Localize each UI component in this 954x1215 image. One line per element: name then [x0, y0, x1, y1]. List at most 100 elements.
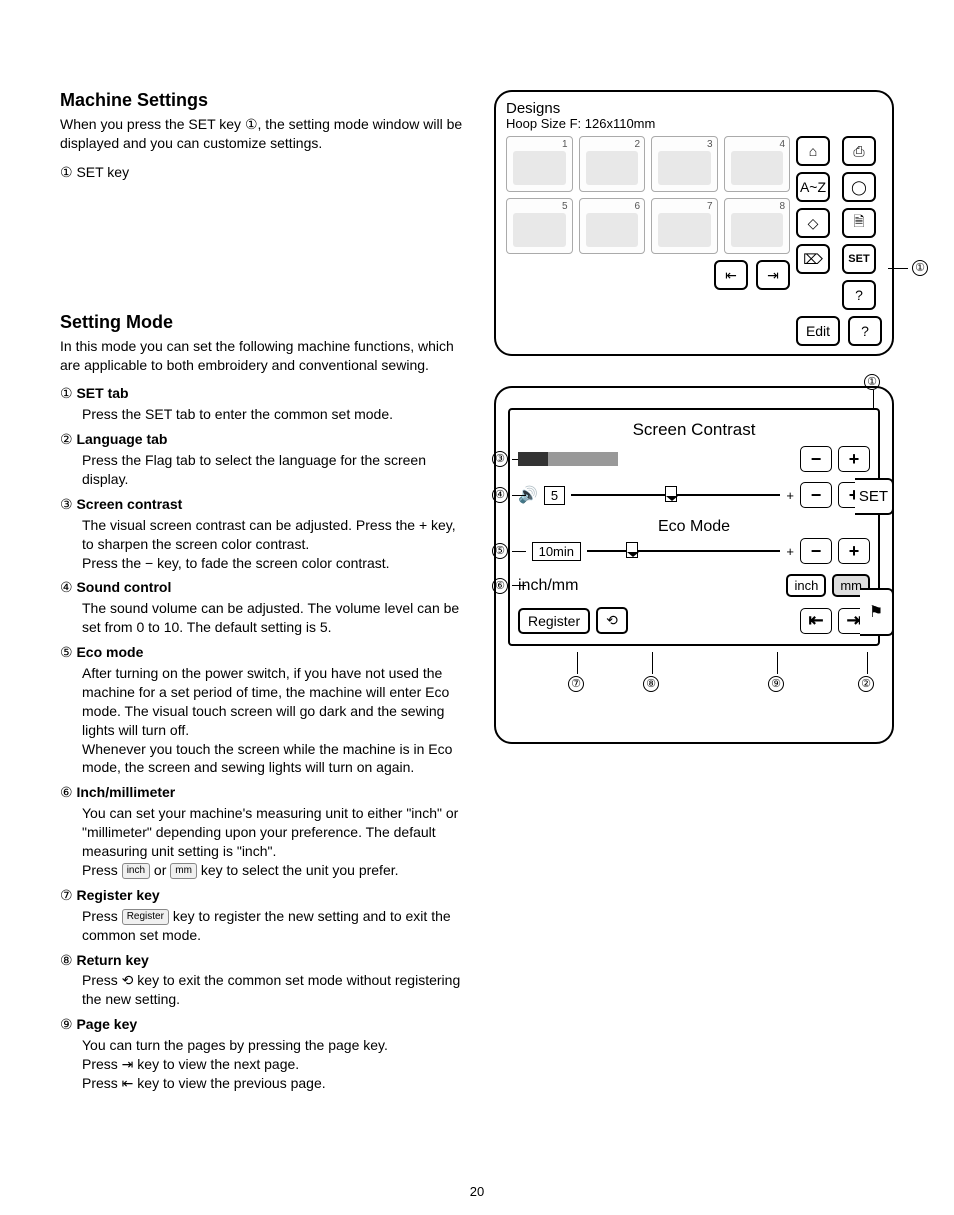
bottom-callouts: ⑦ ⑧ ⑨ ② — [508, 652, 880, 712]
list-item: ⑦ Register key Press Register key to regi… — [60, 886, 470, 945]
side-button[interactable]: ? — [842, 280, 876, 310]
callout-1-top: ① — [864, 374, 882, 410]
list-item: ④ Sound control The sound volume can be a… — [60, 578, 470, 637]
side-buttons-2: ⎙ ◯ 🗎 SET? — [842, 136, 882, 310]
design-cell[interactable]: 6 — [579, 198, 646, 254]
designs-panel: Designs Hoop Size F: 126x110mm 1234 5678… — [494, 90, 894, 356]
callout-5: ⑤ — [492, 543, 526, 559]
list-item-title: ⑥ Inch/millimeter — [60, 783, 470, 802]
designs-title: Designs — [506, 100, 882, 117]
contrast-row: ③ − + — [518, 446, 870, 472]
side-button[interactable]: SET — [842, 244, 876, 274]
machine-settings-intro: When you press the SET key ①, the settin… — [60, 115, 470, 153]
eco-minus-button[interactable]: − — [800, 538, 832, 564]
sound-value: 5 — [544, 486, 565, 505]
side-button[interactable]: ⎙ — [842, 136, 876, 166]
side-buttons-1: ⌂ A~Z ◇ ⌦ — [796, 136, 836, 310]
designs-hoop: Hoop Size F: 126x110mm — [506, 117, 882, 132]
register-row: Register ⟲ ⇤ ⇥ — [518, 607, 870, 634]
callout-2: ② — [858, 652, 876, 692]
sound-slider[interactable] — [571, 486, 780, 504]
setting-mode-list: ① SET tab Press the SET tab to enter the … — [60, 384, 470, 1092]
edit-button[interactable]: Edit — [796, 316, 840, 346]
eco-mode-title: Eco Mode — [518, 518, 870, 536]
set-key-callout: ① — [888, 260, 930, 276]
page-number: 20 — [0, 1184, 954, 1199]
screen-contrast-title: Screen Contrast — [518, 420, 870, 440]
contrast-bar — [518, 452, 618, 466]
eco-slider[interactable] — [587, 542, 780, 560]
list-item-body: Press Register key to register the new s… — [60, 907, 470, 945]
page-prev-button[interactable]: ⇤ — [800, 608, 832, 634]
design-cell[interactable]: 8 — [724, 198, 791, 254]
sound-minus-button[interactable]: − — [800, 482, 832, 508]
contrast-plus-button[interactable]: + — [838, 446, 870, 472]
list-item: ① SET tab Press the SET tab to enter the … — [60, 384, 470, 424]
side-button[interactable]: ⌦ — [796, 244, 830, 274]
side-button[interactable]: A~Z — [796, 172, 830, 202]
design-cell[interactable]: 5 — [506, 198, 573, 254]
design-cell[interactable]: 7 — [651, 198, 718, 254]
list-item: ⑤ Eco mode After turning on the power swi… — [60, 643, 470, 777]
list-item-body: Press ⟲ key to exit the common set mode … — [60, 971, 470, 1009]
unit-label: inch/mm — [518, 577, 780, 595]
list-item: ③ Screen contrast The visual screen contr… — [60, 495, 470, 573]
designs-grid: 1234 5678 ⇤ ⇥ — [506, 136, 790, 310]
callout-6: ⑥ — [492, 578, 526, 594]
list-item-title: ③ Screen contrast — [60, 495, 470, 514]
register-button[interactable]: Register — [518, 608, 590, 634]
eco-value: 10min — [532, 542, 581, 561]
callout-4: ④ — [492, 487, 526, 503]
left-column: Machine Settings When you press the SET … — [60, 90, 470, 1099]
setting-mode-intro: In this mode you can set the following m… — [60, 337, 470, 375]
list-item-body: The sound volume can be adjusted. The vo… — [60, 599, 470, 637]
unit-inch-button[interactable]: inch — [786, 574, 826, 597]
side-button[interactable]: 🗎 — [842, 208, 876, 238]
design-cell[interactable]: 1 — [506, 136, 573, 192]
callout-8: ⑧ — [643, 652, 661, 692]
side-button[interactable]: ◇ — [796, 208, 830, 238]
callout-7: ⑦ — [568, 652, 586, 692]
side-button[interactable]: ⌂ — [796, 136, 830, 166]
list-item-body: After turning on the power switch, if yo… — [60, 664, 470, 777]
designs-header: Designs Hoop Size F: 126x110mm — [506, 100, 882, 132]
design-cell[interactable]: 3 — [651, 136, 718, 192]
return-button[interactable]: ⟲ — [596, 607, 628, 634]
list-item-title: ① SET tab — [60, 384, 470, 403]
list-item-body: You can set your machine's measuring uni… — [60, 804, 470, 880]
list-item-body: Press the SET tab to enter the common se… — [60, 405, 470, 424]
list-item: ⑨ Page key You can turn the pages by pres… — [60, 1015, 470, 1093]
help-button[interactable]: ? — [848, 316, 882, 346]
nav-prev-button[interactable]: ⇤ — [714, 260, 748, 290]
contrast-minus-button[interactable]: − — [800, 446, 832, 472]
screen-inner: Screen Contrast ③ − + ④ 🔊 5 + − + Eco Mo… — [508, 408, 880, 646]
right-column: Designs Hoop Size F: 126x110mm 1234 5678… — [494, 90, 894, 774]
flag-icon: ⚑ — [869, 602, 883, 622]
list-item-title: ⑨ Page key — [60, 1015, 470, 1034]
list-item-title: ⑤ Eco mode — [60, 643, 470, 662]
set-tab[interactable]: SET — [855, 478, 894, 515]
set-key-label: ① SET key — [60, 163, 470, 182]
list-item-title: ② Language tab — [60, 430, 470, 449]
language-tab[interactable]: ⚑ — [860, 588, 894, 636]
list-item: ② Language tabPress the Flag tab to sele… — [60, 430, 470, 489]
list-item-title: ④ Sound control — [60, 578, 470, 597]
callout-9: ⑨ — [768, 652, 786, 692]
list-item-title: ⑦ Register key — [60, 886, 470, 905]
side-button[interactable]: ◯ — [842, 172, 876, 202]
design-cell[interactable]: 2 — [579, 136, 646, 192]
eco-row: ⑤ − 10min + − + — [518, 538, 870, 564]
list-item-body: The visual screen contrast can be adjust… — [60, 516, 470, 573]
screen-panel: ① Screen Contrast ③ − + ④ 🔊 5 + − — [494, 386, 894, 744]
list-item-title: ⑧ Return key — [60, 951, 470, 970]
sound-row: ④ 🔊 5 + − + — [518, 482, 870, 508]
list-item-body: You can turn the pages by pressing the p… — [60, 1036, 470, 1093]
nav-next-button[interactable]: ⇥ — [756, 260, 790, 290]
setting-mode-heading: Setting Mode — [60, 312, 470, 333]
unit-row: ⑥ inch/mm inch mm — [518, 574, 870, 597]
list-item: ⑥ Inch/millimeter You can set your machin… — [60, 783, 470, 879]
design-cell[interactable]: 4 — [724, 136, 791, 192]
list-item: ⑧ Return keyPress ⟲ key to exit the comm… — [60, 951, 470, 1010]
eco-plus-button[interactable]: + — [838, 538, 870, 564]
machine-settings-heading: Machine Settings — [60, 90, 470, 111]
